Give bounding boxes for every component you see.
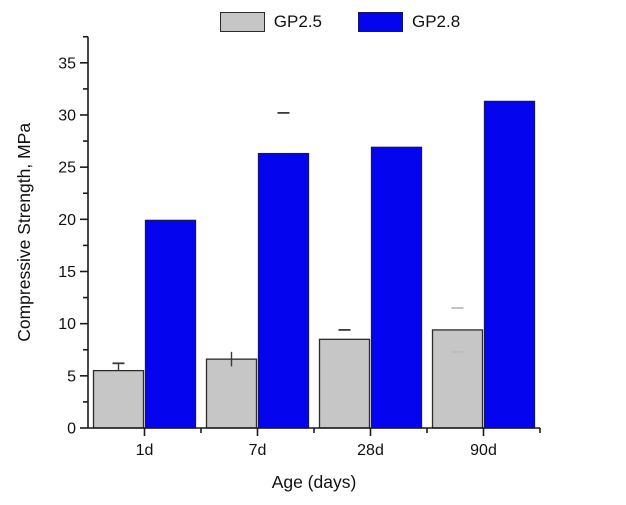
legend-label-gp2.8: GP2.8 <box>412 12 461 31</box>
y-tick-label: 0 <box>67 421 76 438</box>
y-tick-label: 15 <box>58 264 76 281</box>
bar-GP2.5-1d <box>92 369 145 429</box>
legend-item-gp2.5: GP2.5 <box>219 11 322 33</box>
x-tick-label: 1d <box>136 442 154 459</box>
bar-GP2.5-28d <box>318 338 371 429</box>
y-tick-label: 5 <box>67 368 76 385</box>
legend-swatch-gp2.5 <box>219 12 265 32</box>
bar-GP2.8-90d <box>483 100 536 429</box>
y-tick-label: 30 <box>58 107 76 124</box>
y-axis-title: Compressive Strength, MPa <box>14 123 34 342</box>
bar-GP2.8-1d <box>144 219 197 429</box>
y-tick-label: 25 <box>58 160 76 177</box>
y-tick-label: 20 <box>58 212 76 229</box>
legend-swatch-gp2.8 <box>358 12 403 32</box>
bar-GP2.8-7d <box>257 152 310 429</box>
bar-GP2.5-7d <box>205 358 258 429</box>
bar-GP2.5-90d <box>431 329 484 429</box>
x-tick-label: 90d <box>470 442 497 459</box>
chart-legend: GP2.5 GP2.8 <box>0 11 626 33</box>
legend-item-gp2.8: GP2.8 <box>358 11 460 33</box>
legend-label-gp2.5: GP2.5 <box>273 12 322 31</box>
y-tick-label: 35 <box>58 55 76 72</box>
x-tick-label: 28d <box>357 442 384 459</box>
bar-GP2.8-28d <box>370 146 423 429</box>
x-axis-title: Age (days) <box>272 472 357 492</box>
y-tick-label: 10 <box>58 316 76 333</box>
x-tick-label: 7d <box>249 442 267 459</box>
